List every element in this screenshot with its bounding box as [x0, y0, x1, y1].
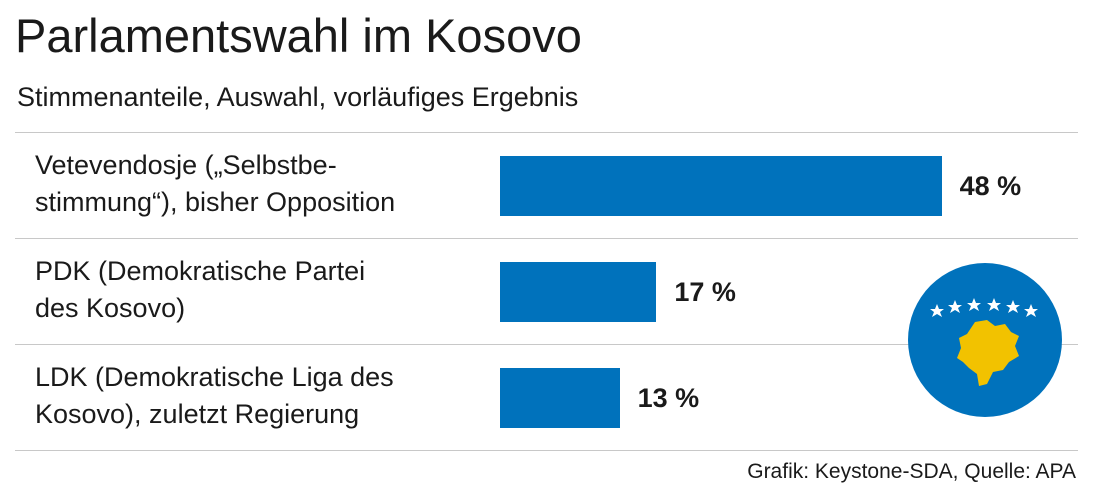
bar — [500, 368, 620, 428]
row-rule — [15, 238, 1078, 239]
chart-title: Parlamentswahl im Kosovo — [15, 9, 582, 62]
value-label: 17 % — [674, 277, 736, 307]
source-note: Grafik: Keystone-SDA, Quelle: APA — [747, 460, 1076, 483]
row-rule — [15, 450, 1078, 451]
bar — [500, 156, 942, 216]
chart-subtitle: Stimmenanteile, Auswahl, vorläufiges Erg… — [17, 82, 579, 112]
kosovo-flag — [908, 263, 1062, 417]
category-label: PDK (Demokratische Partei des Kosovo) — [35, 256, 366, 323]
row-rule — [15, 132, 1078, 133]
row-rule — [15, 344, 1078, 345]
bar — [500, 262, 657, 322]
category-label: Vetevendosje („Selbstbe- stimmung“), bis… — [35, 150, 396, 217]
value-label: 48 % — [959, 171, 1022, 201]
value-label: 13 % — [637, 383, 700, 413]
category-label: LDK (Demokratische Liga des Kosovo), zul… — [35, 362, 394, 429]
